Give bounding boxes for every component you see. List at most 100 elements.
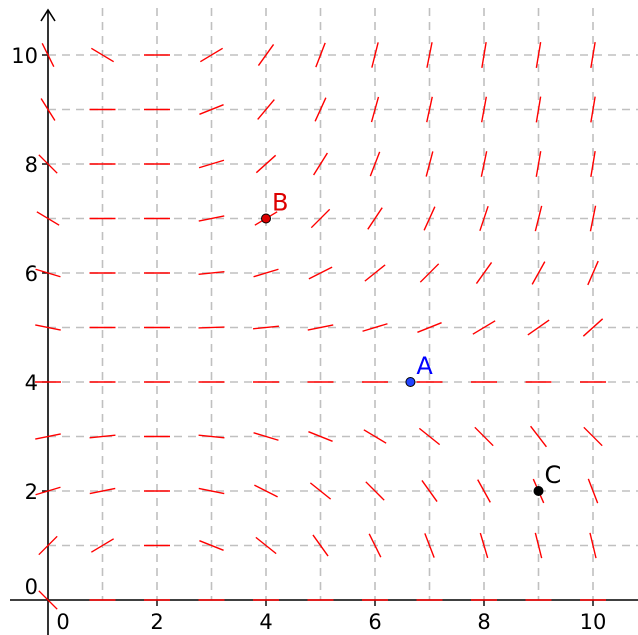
points: A B C [261,189,562,496]
slope-segment [198,487,225,495]
slope-segment [308,266,333,280]
slope-segment [418,427,441,446]
slope-segment [89,487,116,495]
slope-segment [38,590,58,610]
slope-segment [587,260,599,286]
slope-segment [315,42,326,68]
slope-segment [255,536,277,555]
slope-segment [365,481,385,501]
slope-segment [590,96,596,123]
slope-segment [312,534,329,557]
slope-segment [530,425,547,448]
slope-segment [371,42,379,68]
slope-segment [589,205,597,232]
slope-segment [363,429,387,444]
point-c-marker[interactable] [533,486,544,496]
x-tick-label: 6 [368,610,381,634]
y-tick-label: 4 [25,371,38,395]
slope-segment [582,318,604,337]
slope-segment [475,262,493,284]
slope-segment [426,96,433,123]
slope-segment [199,540,224,551]
slope-segment [426,42,433,68]
y-tick-label: 10 [11,44,38,68]
x-tick-label: 10 [580,610,607,634]
tick-labels: 0 2 4 6 8 10 0 2 4 6 8 10 [11,44,606,634]
slope-segment [198,434,225,439]
x-tick-label: 0 [56,610,69,634]
slope-segment [474,426,494,447]
slope-segment [589,532,597,559]
slope-segment [480,96,488,123]
slope-segment [89,434,116,439]
point-c-label: C [545,461,562,489]
slope-segment [38,535,58,556]
point-a-marker[interactable] [405,377,416,387]
point-a-label: A [416,352,433,380]
y-tick-label: 2 [25,480,38,504]
slope-segment [534,532,543,559]
slope-segment [308,431,333,442]
slope-segment [370,96,380,123]
slope-segment [583,426,603,447]
slope-segment [35,268,61,278]
slope-segment [199,47,224,63]
point-b-label: B [272,189,288,217]
slope-segment [419,263,440,283]
slope-segment [423,206,436,231]
grid [48,8,638,600]
slope-segment [314,97,327,122]
slope-segment [364,264,386,282]
slope-segment [535,96,542,123]
slope-segment [362,323,388,332]
slope-segment [367,207,383,230]
slope-segment [477,479,491,503]
slope-segment [479,532,489,559]
slope-segment [307,324,334,331]
slope-segment [90,47,115,63]
slope-segment [257,44,275,66]
slope-segment [472,320,496,335]
slope-segment [310,208,331,229]
slope-segment [313,152,328,176]
slope-segment [90,538,115,553]
x-tick-label: 2 [150,610,163,634]
axes [10,8,638,635]
x-tick-label: 8 [477,610,490,634]
slope-segment [417,322,442,333]
slope-segment [368,533,382,558]
slope-segment [35,486,61,496]
slope-segment [424,533,435,558]
y-tick-label: 8 [25,153,38,177]
slope-segment [257,99,275,120]
slope-segment [41,43,55,67]
slope-segment [198,159,225,169]
slope-segment [253,268,279,278]
slope-segment [35,324,61,331]
slope-segment [253,432,279,441]
point-b-marker[interactable] [261,213,271,224]
slope-segment [425,151,434,177]
slope-segment [255,154,277,174]
slope-segments [35,42,606,610]
slope-segment [252,325,280,330]
slope-segment [198,326,225,329]
x-tick-label: 4 [259,610,272,634]
slope-segment [527,319,550,336]
slope-segment [481,42,487,68]
slope-segment [587,478,599,504]
slope-segment [535,151,542,177]
y-tick-label: 0 [25,575,38,599]
slope-segment [531,261,546,285]
slope-segment [198,215,225,222]
slope-segment [535,42,542,68]
y-axis-arrowhead [40,8,56,22]
slope-segment [480,151,488,177]
slope-segment [199,104,224,115]
slope-segment [36,211,60,226]
slope-segment [369,151,381,177]
slope-segment [35,433,61,440]
slope-segment [534,205,543,232]
slope-segment [479,205,489,232]
